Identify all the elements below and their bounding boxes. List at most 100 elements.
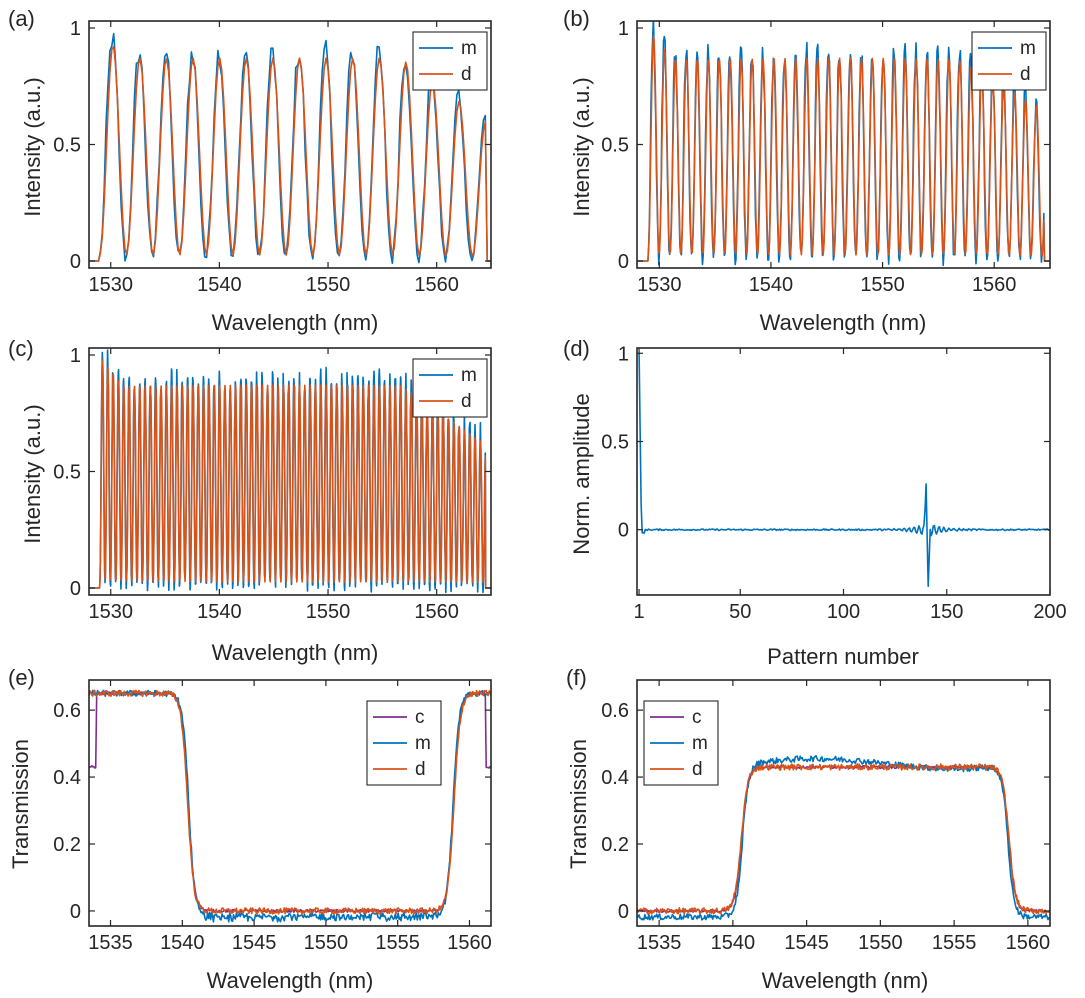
x-tick-label: 1560 xyxy=(414,274,459,296)
x-tick-label: 1540 xyxy=(197,274,242,296)
legend-label-m: m xyxy=(461,38,477,59)
x-tick-label: 1560 xyxy=(972,274,1017,296)
x-tick-label: 1545 xyxy=(232,932,277,954)
panel-f: (f) Transmission Wavelength (nm) 1535 154… xyxy=(566,665,1051,993)
x-axis-label: Wavelength (nm) xyxy=(212,640,379,665)
y-tick-label: 0 xyxy=(70,901,81,923)
legend-label-m: m xyxy=(692,733,708,754)
x-tick-label: 100 xyxy=(827,601,860,623)
y-tick-label: 0.6 xyxy=(53,700,81,722)
y-tick-label: 0.6 xyxy=(601,700,629,722)
panel-label: (d) xyxy=(563,336,590,361)
x-axis-label: Wavelength (nm) xyxy=(207,968,374,993)
legend-label-d: d xyxy=(461,64,472,85)
y-axis-label: Transmission xyxy=(8,739,33,869)
series-line-c xyxy=(637,764,1050,913)
legend-box xyxy=(412,358,488,418)
legend-label-c: c xyxy=(692,707,702,728)
y-axis-label: Intensity (a.u.) xyxy=(569,77,594,216)
legend: cmd xyxy=(643,700,719,786)
x-tick-label: 1530 xyxy=(88,601,133,623)
panel-b: (b) Intensity (a.u.) Wavelength (nm) 153… xyxy=(563,6,1051,335)
x-tick-label: 1530 xyxy=(637,274,682,296)
panel-label: (e) xyxy=(8,665,35,690)
y-tick-label: 1 xyxy=(70,18,81,40)
x-tick-label: 1550 xyxy=(304,932,349,954)
x-tick-label: 200 xyxy=(1033,601,1066,623)
x-tick-label: 50 xyxy=(729,601,751,623)
x-tick-label: 1550 xyxy=(858,932,903,954)
legend-box xyxy=(971,31,1047,91)
y-tick-label: 0 xyxy=(618,901,629,923)
y-tick-label: 0 xyxy=(70,578,81,600)
plot-frame xyxy=(88,679,492,927)
legend: cmd xyxy=(366,700,442,786)
x-tick-label: 1535 xyxy=(637,932,682,954)
y-tick-label: 0.2 xyxy=(53,834,81,856)
y-tick-label: 1 xyxy=(70,345,81,367)
legend: md xyxy=(971,31,1047,91)
x-axis-label: Wavelength (nm) xyxy=(762,968,929,993)
legend-label-m: m xyxy=(461,365,477,386)
legend-label-d: d xyxy=(461,391,472,412)
panel-d: (d) Norm. amplitude Pattern number 1 50 10… xyxy=(563,336,1067,669)
y-axis-label: Intensity (a.u.) xyxy=(20,404,45,543)
legend-label-m: m xyxy=(1020,38,1036,59)
legend-box xyxy=(412,31,488,91)
x-tick-label: 1530 xyxy=(88,274,133,296)
y-tick-label: 0 xyxy=(70,251,81,273)
x-tick-label: 1540 xyxy=(160,932,205,954)
x-tick-label: 1550 xyxy=(306,601,351,623)
panel-label: (b) xyxy=(563,6,590,31)
series-line-d xyxy=(89,359,491,589)
y-tick-label: 1 xyxy=(618,18,629,40)
x-tick-label: 1555 xyxy=(375,932,420,954)
legend-label-d: d xyxy=(415,759,426,780)
y-axis-label: Norm. amplitude xyxy=(569,393,594,554)
x-tick-label: 1555 xyxy=(932,932,977,954)
panel-label: (f) xyxy=(566,665,587,690)
y-tick-label: 0.5 xyxy=(53,462,81,484)
x-axis-label: Pattern number xyxy=(767,644,919,669)
y-tick-label: 1 xyxy=(618,343,629,365)
y-tick-label: 0.5 xyxy=(53,135,81,157)
panel-c: (c) Intensity (a.u.) Wavelength (nm) 153… xyxy=(8,336,492,665)
x-tick-label: 1535 xyxy=(88,932,133,954)
series-line-d xyxy=(637,763,1050,915)
y-tick-label: 0.4 xyxy=(53,767,81,789)
x-tick-label: 1540 xyxy=(749,274,794,296)
y-tick-label: 0.4 xyxy=(601,767,629,789)
series-line-d xyxy=(89,45,491,262)
x-tick-label: 1 xyxy=(634,601,645,623)
x-tick-label: 1540 xyxy=(711,932,756,954)
x-axis-label: Wavelength (nm) xyxy=(212,310,379,335)
series-line-m xyxy=(89,689,491,923)
panel-a: (a) Intensity (a.u.) Wavelength (nm) 153… xyxy=(8,6,492,335)
panel-label: (a) xyxy=(8,6,35,31)
x-axis-label: Wavelength (nm) xyxy=(760,310,927,335)
x-tick-label: 1560 xyxy=(447,932,492,954)
legend: md xyxy=(412,358,488,418)
x-tick-label: 150 xyxy=(930,601,963,623)
panel-e: (e) Transmission Wavelength (nm) 1535 154… xyxy=(8,665,492,993)
x-tick-label: 1550 xyxy=(860,274,905,296)
y-tick-label: 0.2 xyxy=(601,834,629,856)
y-axis-label: Transmission xyxy=(566,739,591,869)
legend: md xyxy=(412,31,488,91)
y-axis-label: Intensity (a.u.) xyxy=(20,77,45,216)
legend-label-d: d xyxy=(692,759,703,780)
y-tick-label: 0.5 xyxy=(601,432,629,454)
x-tick-label: 1560 xyxy=(414,601,459,623)
plot-frame xyxy=(636,347,1051,596)
plot-frame xyxy=(636,679,1051,927)
legend-label-c: c xyxy=(415,707,425,728)
x-tick-label: 1550 xyxy=(306,274,351,296)
x-tick-label: 1540 xyxy=(197,601,242,623)
x-tick-label: 1560 xyxy=(1006,932,1051,954)
y-tick-label: 0.5 xyxy=(601,135,629,157)
x-tick-label: 1545 xyxy=(784,932,829,954)
legend-label-m: m xyxy=(415,733,431,754)
series-line-d xyxy=(89,689,491,915)
y-tick-label: 0 xyxy=(618,251,629,273)
